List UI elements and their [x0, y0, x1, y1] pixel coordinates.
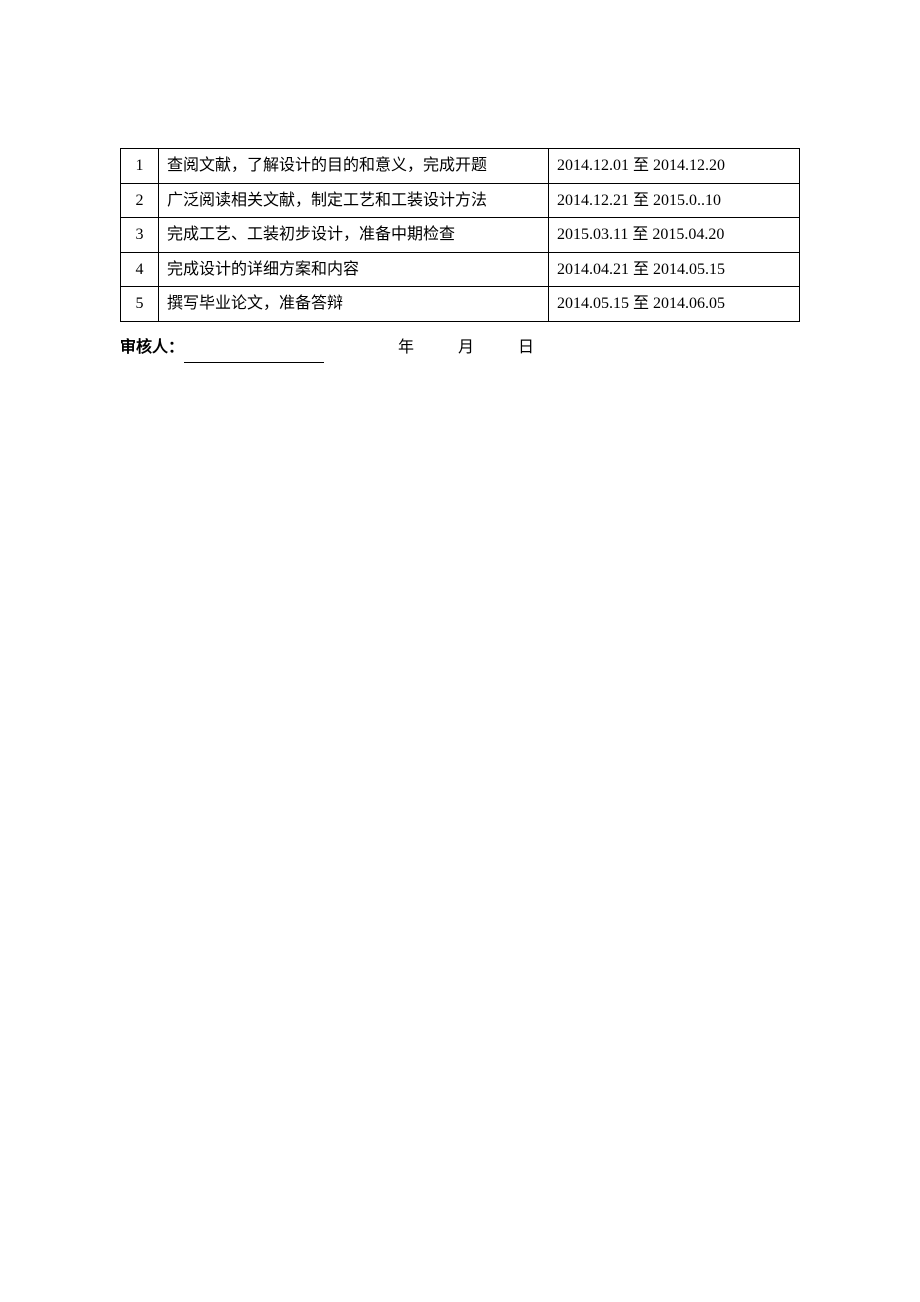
signature-underline	[184, 362, 324, 363]
month-label: 月	[458, 339, 474, 356]
row-number: 5	[121, 287, 159, 322]
table-row: 5 撰写毕业论文，准备答辩 2014.05.15 至 2014.06.05	[121, 287, 800, 322]
row-description: 完成工艺、工装初步设计，准备中期检查	[159, 218, 549, 253]
reviewer-label: 审核人：	[120, 339, 184, 356]
table-row: 1 查阅文献，了解设计的目的和意义，完成开题 2014.12.01 至 2014…	[121, 149, 800, 184]
row-date-range: 2014.12.01 至 2014.12.20	[549, 149, 800, 184]
year-label: 年	[398, 339, 414, 356]
row-date-range: 2015.03.11 至 2015.04.20	[549, 218, 800, 253]
row-date-range: 2014.12.21 至 2015.0..10	[549, 183, 800, 218]
row-number: 2	[121, 183, 159, 218]
row-date-range: 2014.05.15 至 2014.06.05	[549, 287, 800, 322]
table-row: 4 完成设计的详细方案和内容 2014.04.21 至 2014.05.15	[121, 252, 800, 287]
table-row: 3 完成工艺、工装初步设计，准备中期检查 2015.03.11 至 2015.0…	[121, 218, 800, 253]
row-description: 查阅文献，了解设计的目的和意义，完成开题	[159, 149, 549, 184]
row-description: 撰写毕业论文，准备答辩	[159, 287, 549, 322]
day-label: 日	[518, 339, 534, 356]
schedule-table: 1 查阅文献，了解设计的目的和意义，完成开题 2014.12.01 至 2014…	[120, 148, 800, 322]
table-body: 1 查阅文献，了解设计的目的和意义，完成开题 2014.12.01 至 2014…	[121, 149, 800, 322]
table-row: 2 广泛阅读相关文献，制定工艺和工装设计方法 2014.12.21 至 2015…	[121, 183, 800, 218]
row-description: 广泛阅读相关文献，制定工艺和工装设计方法	[159, 183, 549, 218]
row-description: 完成设计的详细方案和内容	[159, 252, 549, 287]
row-number: 1	[121, 149, 159, 184]
row-number: 3	[121, 218, 159, 253]
row-number: 4	[121, 252, 159, 287]
row-date-range: 2014.04.21 至 2014.05.15	[549, 252, 800, 287]
signature-line: 审核人： 年 月 日	[120, 334, 800, 363]
